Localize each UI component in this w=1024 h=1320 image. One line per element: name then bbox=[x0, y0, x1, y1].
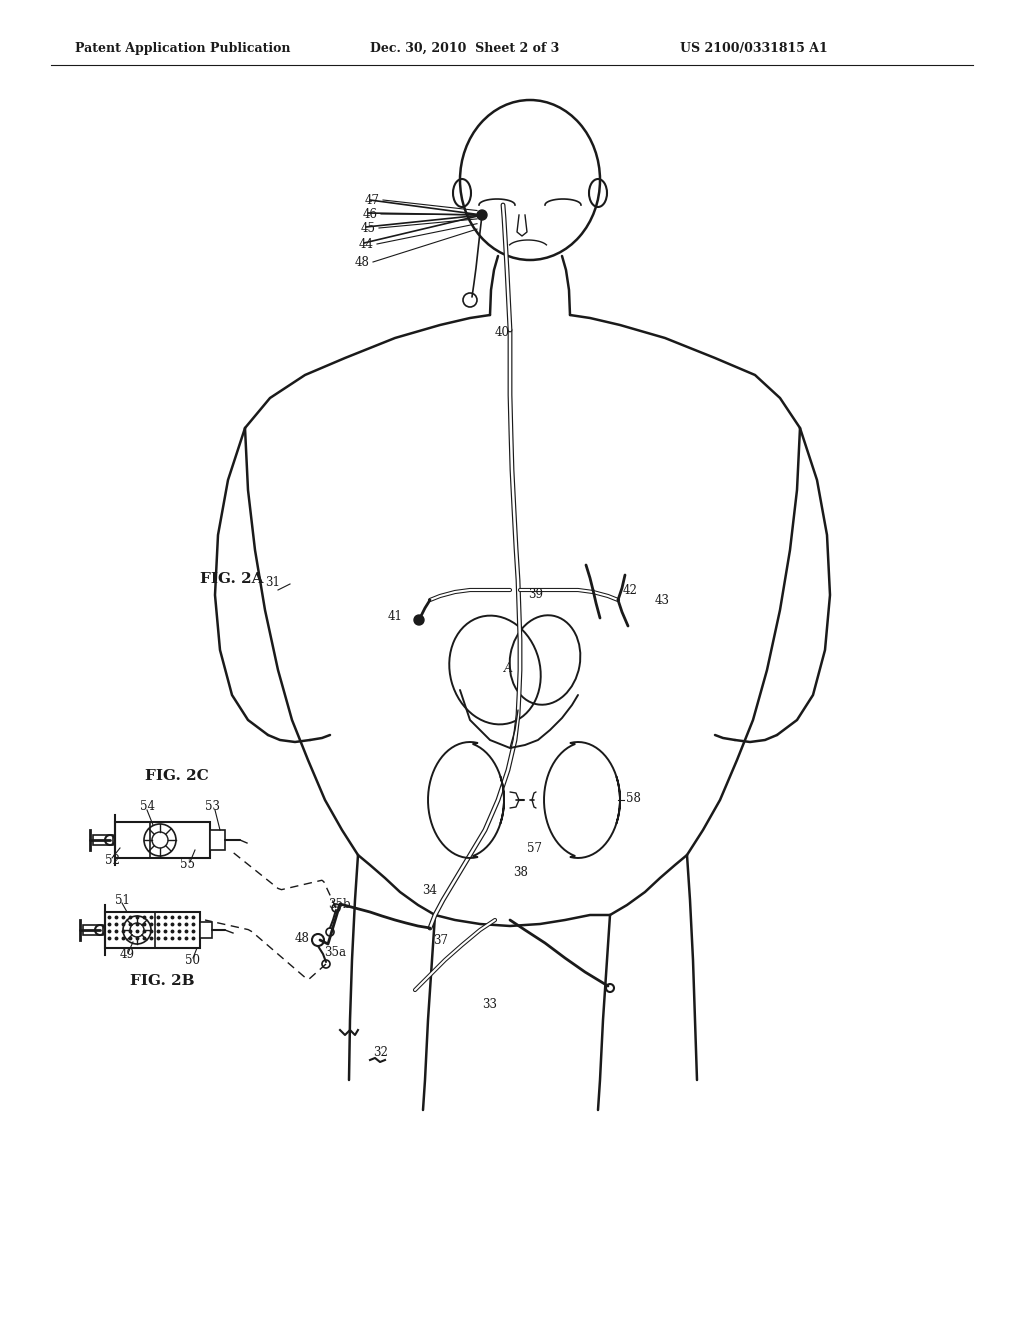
FancyBboxPatch shape bbox=[200, 921, 212, 939]
Text: 48: 48 bbox=[355, 256, 370, 268]
Text: Patent Application Publication: Patent Application Publication bbox=[75, 42, 291, 55]
Text: 49: 49 bbox=[120, 949, 135, 961]
Text: A: A bbox=[504, 661, 512, 675]
Text: 37: 37 bbox=[433, 933, 449, 946]
Text: US 2100/0331815 A1: US 2100/0331815 A1 bbox=[680, 42, 827, 55]
Text: 40: 40 bbox=[495, 326, 510, 339]
Text: 33: 33 bbox=[482, 998, 497, 1011]
Text: 48: 48 bbox=[295, 932, 310, 945]
Circle shape bbox=[477, 210, 487, 220]
Text: FIG. 2A: FIG. 2A bbox=[200, 572, 263, 586]
Text: 32: 32 bbox=[373, 1047, 388, 1060]
Text: 57: 57 bbox=[527, 842, 542, 854]
Text: 35a: 35a bbox=[324, 945, 346, 958]
FancyBboxPatch shape bbox=[210, 830, 225, 850]
Text: 58: 58 bbox=[626, 792, 641, 804]
Text: FIG. 2C: FIG. 2C bbox=[145, 770, 209, 783]
Text: 31: 31 bbox=[265, 576, 280, 589]
Text: 45: 45 bbox=[361, 222, 376, 235]
Text: 46: 46 bbox=[362, 207, 378, 220]
Text: 39: 39 bbox=[528, 589, 543, 602]
Text: 35b: 35b bbox=[328, 899, 350, 912]
Text: 34: 34 bbox=[422, 883, 437, 896]
Text: 47: 47 bbox=[365, 194, 380, 206]
Text: 44: 44 bbox=[359, 238, 374, 251]
Text: 53: 53 bbox=[205, 800, 220, 813]
Text: 43: 43 bbox=[655, 594, 670, 606]
Text: 52: 52 bbox=[105, 854, 120, 866]
Circle shape bbox=[414, 615, 424, 624]
FancyBboxPatch shape bbox=[115, 822, 210, 858]
Text: 51: 51 bbox=[115, 894, 130, 907]
Text: 54: 54 bbox=[140, 800, 155, 813]
FancyBboxPatch shape bbox=[105, 912, 200, 948]
Text: 38: 38 bbox=[513, 866, 528, 879]
Text: 50: 50 bbox=[185, 953, 200, 966]
Text: 41: 41 bbox=[388, 610, 402, 623]
Text: FIG. 2B: FIG. 2B bbox=[130, 974, 195, 987]
Text: Dec. 30, 2010  Sheet 2 of 3: Dec. 30, 2010 Sheet 2 of 3 bbox=[370, 42, 559, 55]
Text: 42: 42 bbox=[623, 583, 638, 597]
Text: 55: 55 bbox=[180, 858, 195, 870]
